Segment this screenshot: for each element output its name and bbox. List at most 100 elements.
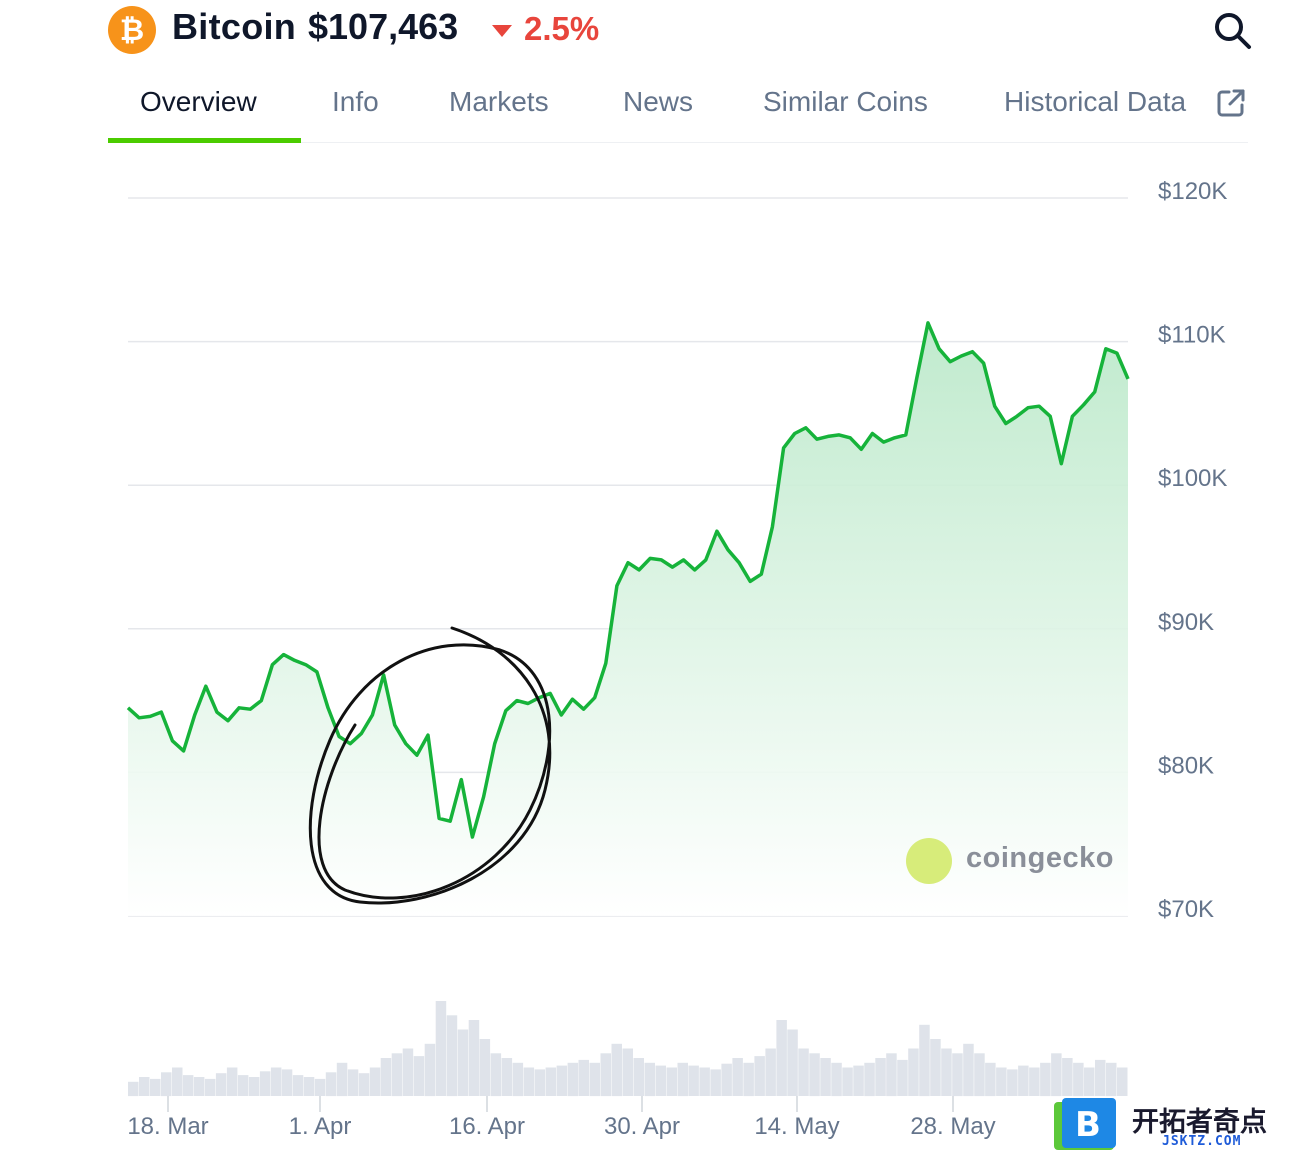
volume-bar <box>391 1053 403 1097</box>
volume-bar <box>963 1043 974 1097</box>
volume-bar <box>930 1039 941 1096</box>
volume-bar <box>545 1067 557 1096</box>
volume-bar <box>1117 1067 1128 1096</box>
price-change: 2.5% <box>492 10 599 48</box>
volume-bar <box>161 1072 172 1097</box>
volume-bar <box>567 1062 579 1097</box>
volume-bar <box>172 1067 183 1096</box>
coin-name: Bitcoin <box>172 6 297 47</box>
volume-bar <box>1029 1067 1040 1096</box>
volume-bar <box>490 1053 502 1097</box>
volume-bar <box>270 1067 282 1096</box>
x-tick-label: 16. Apr <box>449 1113 525 1140</box>
volume-bar <box>798 1048 809 1096</box>
volume-bar <box>842 1067 853 1096</box>
volume-bar <box>655 1065 666 1096</box>
volume-bar <box>853 1065 864 1096</box>
volume-bar <box>600 1053 611 1097</box>
volume-bar <box>589 1062 600 1097</box>
y-tick-label: $110K <box>1158 322 1226 349</box>
volume-bar <box>1007 1069 1018 1096</box>
tab-overview[interactable]: Overview <box>140 86 257 117</box>
x-tick-label: 14. May <box>754 1113 839 1140</box>
volume-bar <box>1106 1062 1117 1097</box>
volume-bar <box>1018 1065 1029 1096</box>
volume-bar <box>1084 1067 1095 1096</box>
y-axis: $70K $80K $90K $100K $110K $120K <box>1158 178 1227 923</box>
coin-header: ₿ Bitcoin $107,463 2.5% <box>0 0 1292 60</box>
volume-bar <box>424 1043 436 1097</box>
volume-bar <box>974 1053 985 1097</box>
tab-news[interactable]: News <box>623 86 694 117</box>
volume-bar <box>941 1048 952 1096</box>
volume-bar <box>523 1067 535 1096</box>
active-tab-indicator <box>108 138 301 143</box>
volume-bar <box>908 1048 919 1096</box>
volume-bar <box>413 1056 425 1096</box>
volume-bar <box>743 1062 754 1097</box>
tab-historical-data[interactable]: Historical Data <box>1004 86 1187 117</box>
volume-bar <box>501 1058 513 1096</box>
site-watermark-name: 开拓者奇点 <box>1132 1107 1267 1138</box>
volume-bar <box>182 1075 194 1096</box>
volume-bar <box>644 1062 655 1097</box>
volume-bar <box>1095 1059 1106 1096</box>
tab-info[interactable]: Info <box>332 86 379 117</box>
external-link-icon[interactable] <box>1216 88 1246 118</box>
volume-bar <box>578 1059 589 1096</box>
volume-bar <box>688 1065 699 1096</box>
coin-price: $107,463 <box>308 6 459 47</box>
coingecko-watermark: coingecko <box>966 842 1114 874</box>
volume-bar <box>325 1072 337 1097</box>
volume-bar <box>150 1078 161 1096</box>
tab-markets[interactable]: Markets <box>449 86 549 117</box>
volume-bar <box>215 1073 227 1096</box>
volume-bar <box>534 1069 546 1096</box>
x-tick-label: 1. Apr <box>289 1113 352 1140</box>
volume-bar <box>776 1020 787 1096</box>
volume-bar <box>512 1062 524 1097</box>
volume-bar <box>292 1075 304 1096</box>
volume-bar <box>1062 1058 1073 1096</box>
x-tick-label: 28. May <box>910 1113 995 1140</box>
volume-bar <box>336 1062 348 1097</box>
volume-bar <box>380 1058 392 1096</box>
volume-bars <box>128 1001 1128 1097</box>
price-chart[interactable]: $70K $80K $90K $100K $110K $120K 18. Mar 1. Ap… <box>0 150 1292 1155</box>
volume-bar <box>204 1078 216 1096</box>
svg-text:B: B <box>1075 1105 1101 1145</box>
site-logo-icon: B <box>1054 1098 1116 1150</box>
y-tick-label: $120K <box>1158 178 1227 205</box>
volume-bar <box>1051 1053 1062 1097</box>
volume-bar <box>952 1053 963 1097</box>
volume-bar <box>754 1056 765 1096</box>
volume-bar <box>128 1081 139 1097</box>
volume-bar <box>303 1077 315 1096</box>
bitcoin-icon: ₿ <box>108 6 156 54</box>
volume-bar <box>248 1077 260 1096</box>
tab-similar-coins[interactable]: Similar Coins <box>763 86 928 117</box>
x-axis: 18. Mar 1. Apr 16. Apr 30. Apr 14. May 28. Ma… <box>127 1096 996 1140</box>
volume-bar <box>347 1069 359 1096</box>
volume-bar <box>710 1069 721 1096</box>
price-line <box>126 321 1130 839</box>
volume-bar <box>622 1048 633 1096</box>
volume-bar <box>820 1058 831 1096</box>
price-change-value: 2.5% <box>524 10 600 47</box>
volume-bar <box>1040 1062 1051 1097</box>
volume-bar <box>666 1067 677 1096</box>
y-tick-label: $100K <box>1158 465 1227 492</box>
volume-bar <box>875 1058 886 1096</box>
search-icon[interactable] <box>1210 8 1254 52</box>
volume-bar <box>765 1048 776 1096</box>
volume-bar <box>1073 1062 1084 1097</box>
y-tick-label: $70K <box>1158 896 1214 923</box>
volume-bar <box>897 1059 908 1096</box>
x-tick-label: 30. Apr <box>604 1113 680 1140</box>
volume-bar <box>556 1065 568 1096</box>
volume-bar <box>281 1069 293 1096</box>
volume-bar <box>677 1062 688 1097</box>
volume-bar <box>468 1020 480 1096</box>
tab-divider <box>108 142 1248 143</box>
volume-bar <box>996 1067 1007 1096</box>
